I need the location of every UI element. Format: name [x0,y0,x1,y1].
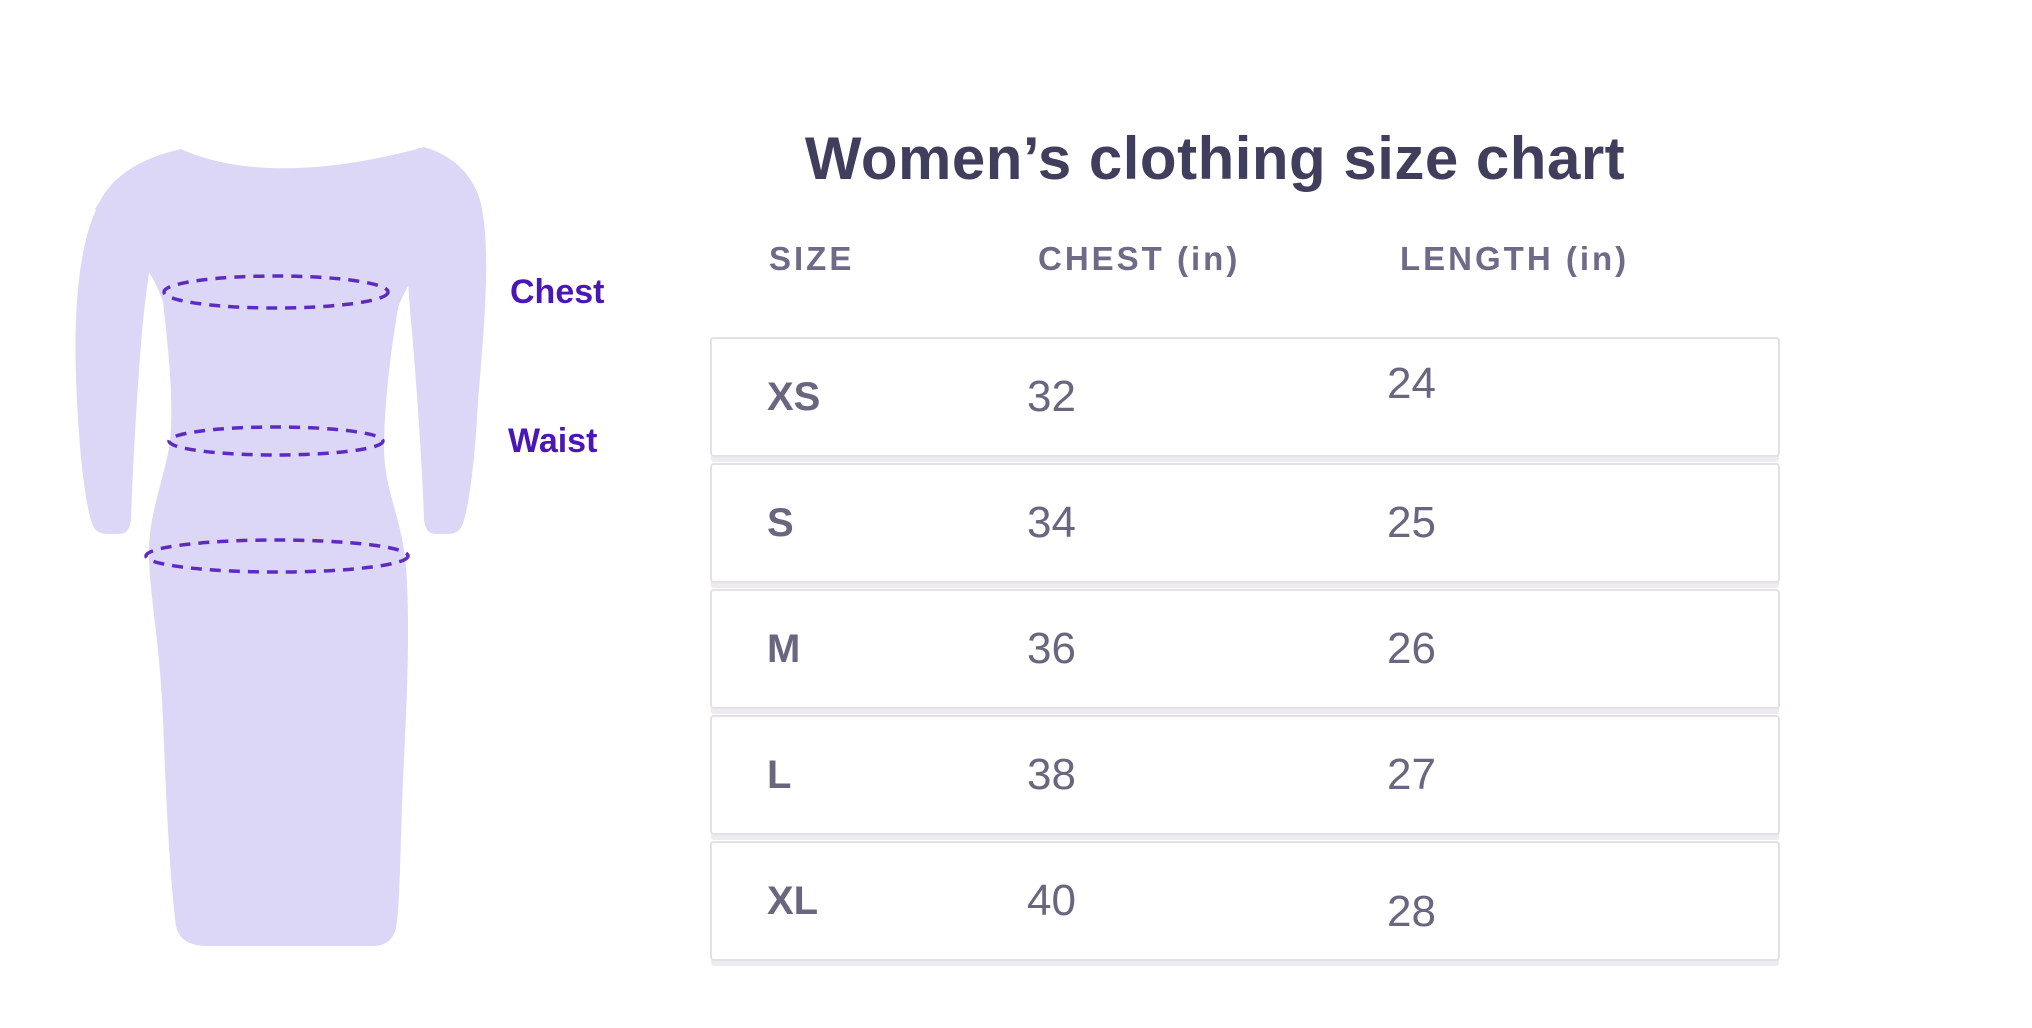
chest-label: Chest [510,273,605,311]
length-value: 24 [1387,359,1436,408]
waist-label: Waist [508,422,598,460]
chest-value: 36 [1027,624,1076,673]
size-value: M [767,626,801,671]
hip-measurement-line [144,538,410,574]
size-value: XS [767,374,821,419]
table-row-xl: XL 40 28 [710,841,1780,961]
waist-measurement-line [167,425,385,457]
chest-measurement-line [162,274,390,310]
dress-body [95,147,475,946]
length-value: 28 [1387,887,1436,936]
column-header-length: LENGTH (in) [1400,240,1630,277]
length-value: 26 [1387,624,1436,673]
length-value: 27 [1387,750,1436,799]
chest-value: 32 [1027,372,1076,421]
length-value: 25 [1387,498,1436,547]
size-value: L [767,752,792,797]
table-row-l: L 38 27 [710,715,1780,835]
table-row-m: M 36 26 [710,589,1780,709]
size-value: XL [767,878,819,923]
size-table: XS 32 24 S 34 25 M 36 26 L 38 27 XL 40 2… [710,337,1780,967]
column-header-size: SIZE [769,240,855,277]
table-row-xs: XS 32 24 [710,337,1780,457]
chest-value: 40 [1027,876,1076,925]
column-header-chest: CHEST (in) [1038,240,1241,277]
dress-left-sleeve [75,149,181,534]
page-title: Women’s clothing size chart [804,125,1626,192]
size-table-header: SIZE CHEST (in) LENGTH (in) [710,240,1780,278]
chest-value: 34 [1027,498,1076,547]
chest-value: 38 [1027,750,1076,799]
size-value: S [767,500,794,545]
dress-illustration [75,147,487,946]
table-row-s: S 34 25 [710,463,1780,583]
